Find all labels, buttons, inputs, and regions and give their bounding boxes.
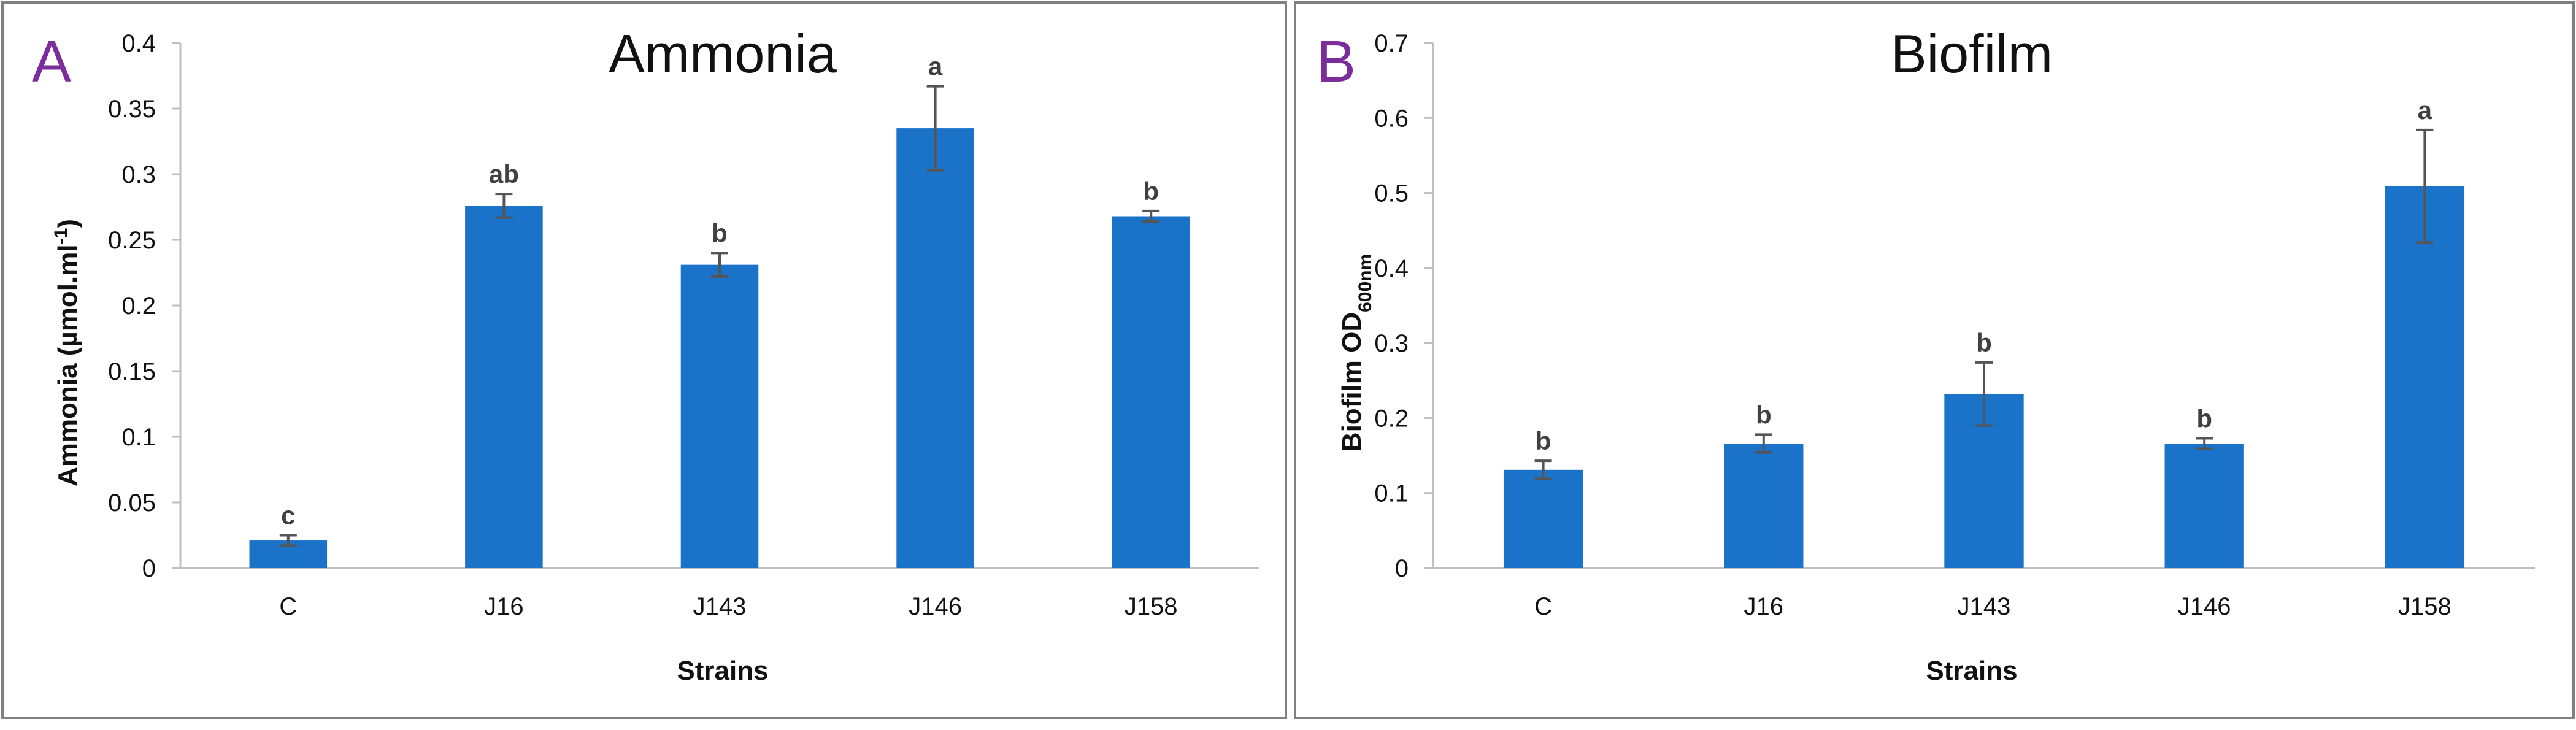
panel-a-title: Ammonia bbox=[609, 23, 837, 84]
panel-b-frame bbox=[1294, 1, 2575, 719]
significance-letter-c: b bbox=[1536, 426, 1551, 455]
y-tick-label: 0.3 bbox=[1374, 330, 1409, 357]
error-bar-j16 bbox=[495, 193, 513, 219]
x-tick-label-j16: J16 bbox=[484, 593, 524, 620]
y-tick-label: 0 bbox=[142, 555, 156, 582]
bar-j16 bbox=[465, 206, 543, 568]
y-tick-label: 0.2 bbox=[1374, 405, 1409, 432]
bar-j16 bbox=[1724, 444, 1804, 568]
y-tick-label: 0.3 bbox=[121, 161, 156, 188]
y-tick-label: 0.1 bbox=[1374, 480, 1409, 507]
significance-letter-j16: ab bbox=[489, 159, 519, 188]
error-bar-j16 bbox=[1755, 433, 1772, 454]
panel-b-x-axis-title: Strains bbox=[1926, 656, 2017, 686]
panel-b: B Biofilm Biofilm OD600nm Strains 0 0.1 0.… bbox=[1294, 1, 2575, 719]
y-tick-label: 0.7 bbox=[1374, 30, 1409, 57]
x-tick-label-j146: J146 bbox=[2178, 593, 2231, 620]
significance-letter-j143: b bbox=[1976, 328, 1992, 357]
x-tick-label-j16: J16 bbox=[1744, 593, 1784, 620]
error-bar-j158 bbox=[2416, 128, 2434, 244]
y-tick-label: 0.1 bbox=[121, 424, 156, 451]
y-tick-label: 0 bbox=[1395, 555, 1409, 582]
error-bar-c bbox=[1534, 459, 1552, 480]
x-tick-label-j146: J146 bbox=[909, 593, 962, 620]
error-bar-j158 bbox=[1142, 209, 1160, 223]
bar-j158 bbox=[1112, 216, 1190, 569]
significance-letter-c: c bbox=[281, 501, 295, 530]
error-bar-j143 bbox=[711, 252, 728, 278]
error-bar-j146 bbox=[2196, 437, 2213, 450]
significance-letter-j143: b bbox=[712, 218, 728, 247]
x-tick-label-c: C bbox=[279, 593, 297, 620]
bar-j158 bbox=[2385, 186, 2465, 569]
y-tick-label: 0.05 bbox=[108, 490, 156, 517]
error-bar-c bbox=[279, 534, 297, 547]
y-tick-label: 0.4 bbox=[1374, 255, 1409, 282]
error-bar-j146 bbox=[926, 85, 944, 172]
y-tick-label: 0.15 bbox=[108, 358, 156, 385]
x-tick-label-j158: J158 bbox=[2398, 593, 2451, 620]
significance-letter-j16: b bbox=[1756, 400, 1772, 429]
y-tick-label: 0.6 bbox=[1374, 105, 1409, 132]
bar-j146 bbox=[896, 128, 974, 569]
y-tick-label: 0.4 bbox=[121, 30, 156, 57]
error-bar-j143 bbox=[1975, 361, 1993, 427]
panel-a-y-axis-title: Ammonia (µmol.ml-1) bbox=[51, 219, 83, 486]
y-tick-label: 0.5 bbox=[1374, 180, 1409, 207]
panel-b-letter: B bbox=[1317, 29, 1356, 94]
x-tick-label-j143: J143 bbox=[693, 593, 747, 620]
panel-b-y-axis-title: Biofilm OD600nm bbox=[1337, 254, 1375, 451]
bar-j143 bbox=[680, 264, 759, 568]
panel-a-plot: 00.050.10.150.20.250.30.350.4cCabJ16bJ14… bbox=[108, 30, 1259, 620]
panel-a-letter: A bbox=[32, 29, 71, 94]
panel-b-title: Biofilm bbox=[1891, 23, 2053, 84]
x-tick-label-j143: J143 bbox=[1958, 593, 2011, 620]
y-tick-label: 0.25 bbox=[108, 227, 156, 254]
panel-a-x-axis-title: Strains bbox=[677, 656, 768, 686]
panel-a: A Ammonia Ammonia (µmol.ml-1) Strains 0 0… bbox=[1, 1, 1287, 719]
x-tick-label-j158: J158 bbox=[1125, 593, 1178, 620]
panel-b-plot: 0 0.1 0.2 0.3 0.4 0.5 0.6 0.7 b Cb J16 b J143 b J146 a J… bbox=[1374, 30, 2535, 620]
significance-letter-j158: b bbox=[1143, 177, 1159, 206]
significance-letter-j146: b bbox=[2196, 404, 2212, 432]
panel-a-frame bbox=[1, 1, 1287, 719]
y-tick-label: 0.35 bbox=[108, 96, 156, 123]
x-tick-label-c: C bbox=[1534, 593, 1552, 620]
bar-j146 bbox=[2164, 444, 2244, 568]
y-tick-label: 0.2 bbox=[121, 293, 156, 320]
bar-c bbox=[1503, 469, 1583, 568]
significance-letter-j146: a bbox=[928, 52, 943, 81]
significance-letter-j158: a bbox=[2418, 96, 2432, 125]
